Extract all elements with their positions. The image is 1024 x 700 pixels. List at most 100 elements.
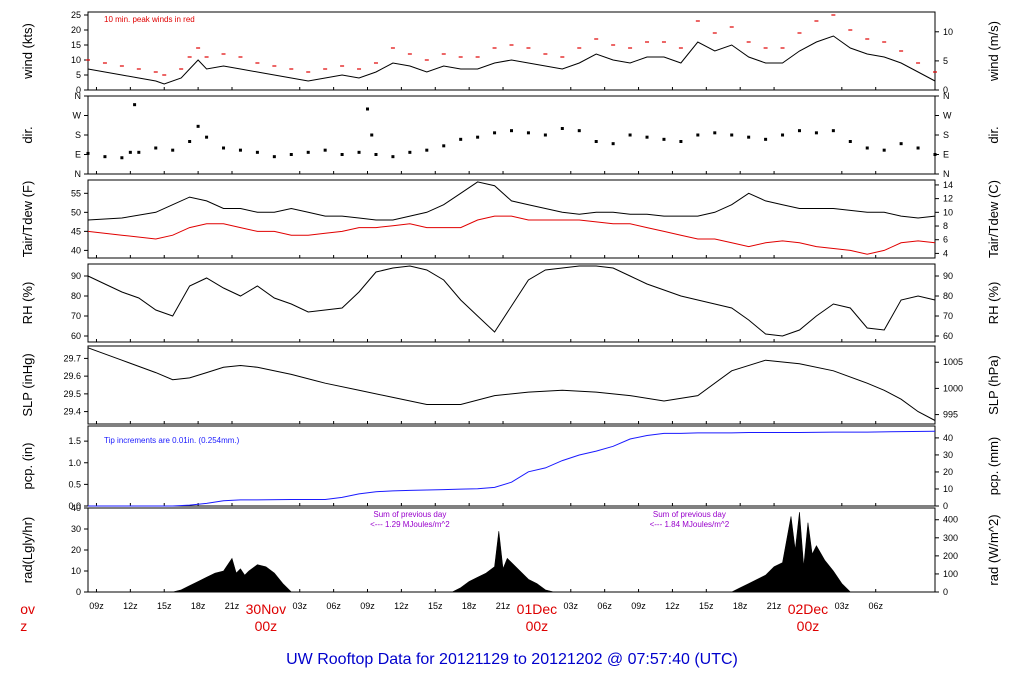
y-label-right: Tair/Tdew (C) <box>986 180 1001 258</box>
x-hour-label: 21z <box>767 601 782 611</box>
panel-rad: rad(Lgly/hr) rad (W/m^2)01020304001002003… <box>20 503 1001 597</box>
tick-label-right: 10 <box>943 484 953 494</box>
panel-pcp: pcp. (in) pcp. (mm) 0.0 0.5 1.0 1.5 0 10 20 30 40 T… <box>20 425 1001 511</box>
direction-point <box>764 137 768 141</box>
tick-label-left: N <box>75 169 82 179</box>
tick-label-left: 0.5 <box>68 479 81 489</box>
tick-label-right: 60 <box>943 331 953 341</box>
y-label-left: rad(Lgly/hr) <box>20 517 35 583</box>
direction-point <box>374 153 378 156</box>
tick-label-left: S <box>75 130 81 140</box>
series-line-red <box>87 215 936 255</box>
tick-label-left: 60 <box>71 331 81 341</box>
direction-point <box>103 155 107 159</box>
direction-point <box>899 142 903 146</box>
direction-point <box>662 137 666 141</box>
panel-temp: Tair/Tdew (F) Tair/Tdew (C) 40 45 50 55 4 6 8 10 1… <box>20 179 1001 259</box>
direction-point <box>560 127 564 130</box>
x-hour-label: 21z <box>496 601 511 611</box>
series-line-black <box>87 35 936 85</box>
direction-point <box>120 156 124 160</box>
direction-point <box>128 150 132 154</box>
tick-label-left: 90 <box>71 271 81 281</box>
direction-point <box>370 133 374 137</box>
tick-label-right: N <box>943 91 950 101</box>
tick-label-left: 20 <box>71 545 81 555</box>
tick-label-right: 12 <box>943 194 953 204</box>
tick-label-left: 45 <box>71 226 81 236</box>
radiation-sum-line1: Sum of previous day <box>653 510 726 519</box>
direction-point <box>425 148 429 152</box>
y-label-left: dir. <box>20 126 35 143</box>
tick-label-right: 0 <box>943 587 948 597</box>
direction-point <box>476 135 480 139</box>
tick-label-left: 20 <box>71 25 81 35</box>
direction-point <box>781 133 785 137</box>
tick-label-right: 100 <box>943 569 958 579</box>
tick-label-left: N <box>75 91 82 101</box>
tick-label-left: 0 <box>76 85 81 95</box>
direction-point <box>611 142 615 146</box>
tick-label-right: 4 <box>943 248 948 258</box>
series-line-black <box>87 347 936 421</box>
y-label-right: wind (m/s) <box>986 21 1001 82</box>
tick-label-left: 0 <box>76 587 81 597</box>
tick-label-left: W <box>73 111 82 121</box>
panel-frame <box>87 95 936 175</box>
tick-label-right: 995 <box>943 410 958 420</box>
tick-label-right: 10 <box>943 207 953 217</box>
tick-label-left: E <box>75 150 81 160</box>
x-hour-label: 09z <box>631 601 646 611</box>
tick-label-left: 15 <box>71 40 81 50</box>
x-hour-label: 18z <box>733 601 748 611</box>
tick-label-left: 30 <box>71 524 81 534</box>
y-label-right: SLP (hPa) <box>986 355 1001 415</box>
tick-label-right: W <box>943 111 952 121</box>
tick-label-right: 14 <box>943 180 953 190</box>
series-line-blue <box>88 430 936 507</box>
x-hour-label: 03z <box>835 601 850 611</box>
tick-label-left: 70 <box>71 311 81 321</box>
x-day-label: 30Nov <box>246 601 286 617</box>
x-hour-label: 06z <box>868 601 883 611</box>
direction-point <box>205 135 209 139</box>
direction-point <box>797 129 801 133</box>
x-day-label: 01Dec <box>517 601 557 617</box>
tick-label-left: 1.5 <box>68 436 81 446</box>
x-hour-label: 18z <box>191 601 206 611</box>
x-day-time: z <box>20 618 27 634</box>
tick-label-right: 400 <box>943 515 958 525</box>
tick-label-left: 40 <box>71 503 81 513</box>
tick-label-left: 29.4 <box>63 407 81 417</box>
y-label-right: dir. <box>986 126 1001 143</box>
panel-frame <box>87 11 936 91</box>
y-label-left: SLP (inHg) <box>20 353 35 416</box>
tick-label-right: 1000 <box>943 383 963 393</box>
tick-label-left: 10 <box>71 55 81 65</box>
direction-point <box>222 146 226 150</box>
y-label-right: rad (W/m^2) <box>986 514 1001 585</box>
x-hour-label: 03z <box>292 601 307 611</box>
x-day-label: 02Dec <box>788 601 828 617</box>
direction-point <box>272 155 276 159</box>
direction-point <box>543 133 547 137</box>
tick-label-right: 6 <box>943 235 948 245</box>
direction-point <box>391 155 395 159</box>
tick-label-right: 80 <box>943 291 953 301</box>
tick-label-left: 29.5 <box>63 389 81 399</box>
x-hour-label: 15z <box>157 601 172 611</box>
direction-point <box>577 129 581 133</box>
direction-point <box>645 135 649 139</box>
tick-label-left: 25 <box>71 10 81 20</box>
tick-label-left: 29.7 <box>63 353 81 363</box>
x-day-time: 00z <box>526 618 549 634</box>
tick-label-left: 1.0 <box>68 458 81 468</box>
panel-annotation: Tip increments are 0.01in. (0.254mm.) <box>104 436 240 445</box>
tick-label-right: 10 <box>943 27 953 37</box>
series-line-black <box>87 265 936 337</box>
y-label-right: RH (%) <box>986 282 1001 325</box>
x-hour-label: 03z <box>564 601 579 611</box>
direction-point <box>357 150 361 154</box>
direction-point <box>137 150 141 154</box>
